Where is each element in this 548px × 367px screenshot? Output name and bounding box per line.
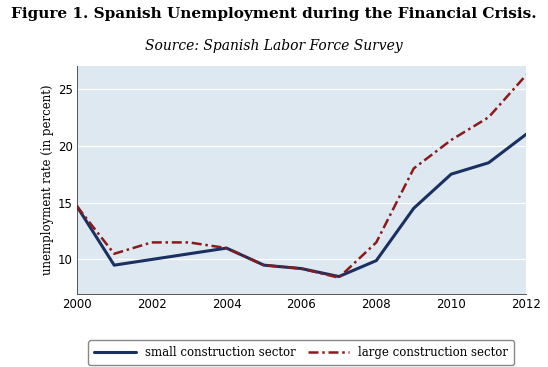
Text: Figure 1. Spanish Unemployment during the Financial Crisis.: Figure 1. Spanish Unemployment during th… <box>11 7 536 21</box>
small construction sector <box>149 257 155 262</box>
large construction sector <box>523 73 529 77</box>
small construction sector <box>335 275 342 279</box>
small construction sector <box>73 204 80 208</box>
large construction sector <box>223 246 230 250</box>
small construction sector <box>261 263 267 267</box>
large construction sector <box>373 240 380 245</box>
large construction sector <box>298 266 305 271</box>
small construction sector <box>373 258 380 263</box>
Y-axis label: unemployment rate (in percent): unemployment rate (in percent) <box>41 84 54 275</box>
small construction sector <box>523 132 529 137</box>
large construction sector <box>186 240 192 245</box>
Text: Source: Spanish Labor Force Survey: Source: Spanish Labor Force Survey <box>145 39 403 52</box>
large construction sector <box>486 115 492 120</box>
small construction sector <box>223 246 230 250</box>
small construction sector <box>448 172 454 176</box>
Line: large construction sector: large construction sector <box>77 75 526 278</box>
large construction sector <box>448 138 454 142</box>
Line: small construction sector: small construction sector <box>77 134 526 277</box>
small construction sector <box>486 161 492 165</box>
small construction sector <box>111 263 117 267</box>
large construction sector <box>335 276 342 280</box>
small construction sector <box>186 252 192 256</box>
Legend: small construction sector, large construction sector: small construction sector, large constru… <box>88 341 515 365</box>
large construction sector <box>73 204 80 208</box>
small construction sector <box>298 266 305 271</box>
large construction sector <box>410 166 417 171</box>
large construction sector <box>149 240 155 245</box>
large construction sector <box>111 252 117 256</box>
large construction sector <box>261 263 267 267</box>
small construction sector <box>410 206 417 211</box>
